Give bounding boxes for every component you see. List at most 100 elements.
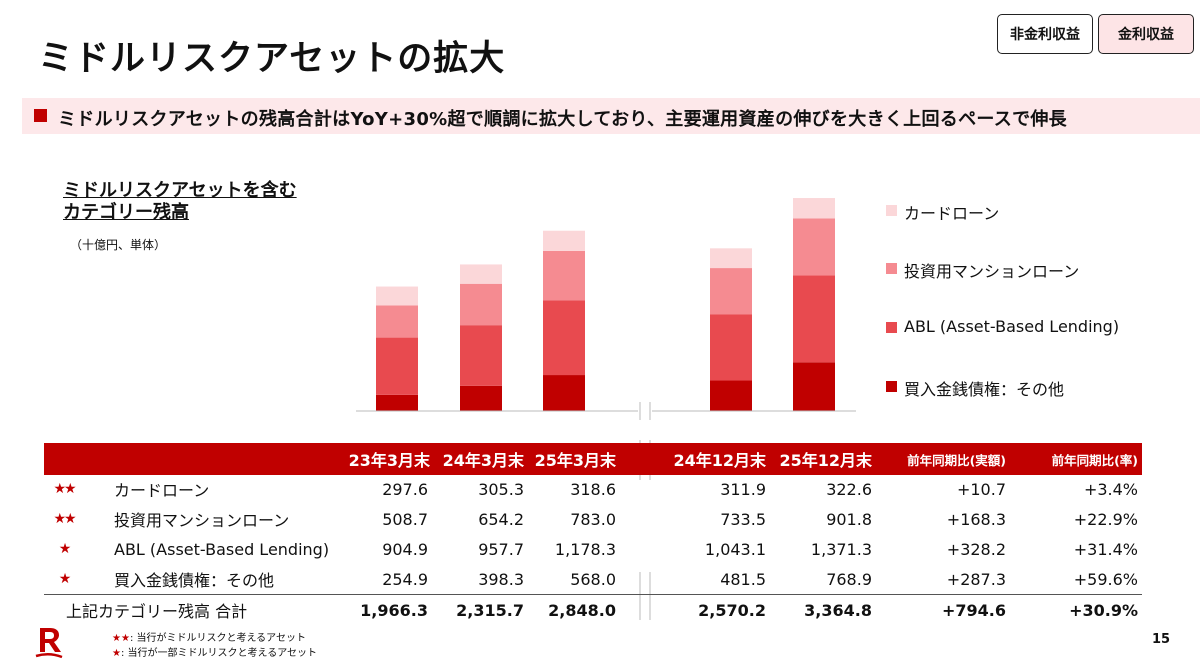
page-number: 15 xyxy=(1152,632,1171,647)
table-row: ★★ 投資用マンションローン 508.7 654.2 783.0 733.5 9… xyxy=(44,504,1142,534)
col-header: 25年12月末 xyxy=(779,451,872,470)
col-header: 24年12月末 xyxy=(673,451,766,470)
table-cell: +10.7 xyxy=(956,479,1006,499)
chart-unit: （十億円、単体） xyxy=(70,238,167,252)
bar-segment xyxy=(710,248,752,269)
table-cell: 398.3 xyxy=(478,569,524,589)
table-cell: 783.0 xyxy=(570,509,616,529)
row-label: 買入金銭債権：その他 xyxy=(114,571,275,590)
chart-title-line-1: ミドルリスクアセットを含む xyxy=(63,180,297,201)
total-cell: 2,848.0 xyxy=(548,600,616,620)
table-cell: 768.9 xyxy=(826,569,872,589)
table-row: ★ 買入金銭債権：その他 254.9 398.3 568.0 481.5 768… xyxy=(44,564,1142,594)
legend-swatch xyxy=(886,205,897,216)
bar-segment xyxy=(460,325,502,386)
star-icon: ★★ xyxy=(112,633,130,644)
summary-text: ミドルリスクアセットの残高合計はYoY+30%超で順調に拡大しており、主要運用資… xyxy=(58,109,1067,130)
table-cell: 568.0 xyxy=(570,569,616,589)
bar-segment xyxy=(376,286,418,306)
bar-segment xyxy=(793,218,835,276)
table-cell: 1,178.3 xyxy=(554,539,616,559)
star-icon: ★★ xyxy=(53,511,76,527)
table-cell: 318.6 xyxy=(570,479,616,499)
table-cell: +59.6% xyxy=(1073,569,1138,589)
table-cell: 508.7 xyxy=(382,509,428,529)
total-cell: +30.9% xyxy=(1069,600,1138,620)
bar-segment xyxy=(460,264,502,284)
chart-title-line-2: カテゴリー残高 xyxy=(63,202,189,223)
bar-segment xyxy=(376,305,418,338)
col-header: 24年3月末 xyxy=(442,451,524,470)
bar-segment xyxy=(710,268,752,315)
bar-segment xyxy=(543,300,585,376)
table-cell: 1,043.1 xyxy=(704,539,766,559)
total-cell: 1,966.3 xyxy=(360,600,428,620)
legend-label: ABL (Asset-Based Lending) xyxy=(904,317,1120,336)
tag-interest-income: 金利収益 xyxy=(1098,14,1194,54)
table-row: ★★ カードローン 297.6 305.3 318.6 311.9 322.6 … xyxy=(44,474,1142,504)
table-cell: 733.5 xyxy=(720,509,766,529)
bar-segment xyxy=(460,283,502,326)
table-cell: 311.9 xyxy=(720,479,766,499)
bar-segment xyxy=(710,380,752,411)
bar-segment xyxy=(460,385,502,411)
table-cell: 254.9 xyxy=(382,569,428,589)
table-cell: +168.3 xyxy=(946,509,1006,529)
footnote-1: ★★: 当行がミドルリスクと考えるアセット xyxy=(112,629,306,644)
bar-segment xyxy=(710,314,752,381)
bar-segment xyxy=(793,275,835,363)
col-header: 23年3月末 xyxy=(348,451,430,470)
table-cell: +31.4% xyxy=(1073,539,1138,559)
table-cell: 957.7 xyxy=(478,539,524,559)
col-header: 25年3月末 xyxy=(534,451,616,470)
row-label: ABL (Asset-Based Lending) xyxy=(114,539,330,559)
bar-segment xyxy=(543,230,585,251)
table-divider xyxy=(44,594,1142,595)
chart-title: ミドルリスクアセットを含む カテゴリー残高 xyxy=(63,180,297,224)
footnote-2: ★: 当行が一部ミドルリスクと考えるアセット xyxy=(112,644,317,659)
table-cell: +287.3 xyxy=(946,569,1006,589)
bar-segment xyxy=(793,198,835,219)
star-icon: ★★ xyxy=(53,481,76,497)
bar-segment xyxy=(543,250,585,301)
table-cell: +3.4% xyxy=(1083,479,1138,499)
rakuten-logo-icon xyxy=(35,628,63,659)
table-cell: 1,371.3 xyxy=(810,539,872,559)
total-label: 上記カテゴリー残高 合計 xyxy=(66,602,248,621)
total-cell: 3,364.8 xyxy=(804,600,872,620)
total-cell: +794.6 xyxy=(941,600,1006,620)
table-cell: 481.5 xyxy=(720,569,766,589)
bar-segment xyxy=(543,375,585,411)
bar-segment xyxy=(793,362,835,411)
legend-swatch xyxy=(886,322,897,333)
table-cell: 904.9 xyxy=(382,539,428,559)
legend-label: 投資用マンションローン xyxy=(904,262,1080,281)
total-cell: 2,570.2 xyxy=(698,600,766,620)
table-cell: 305.3 xyxy=(478,479,524,499)
table-total-row: 上記カテゴリー残高 合計 1,966.3 2,315.7 2,848.0 2,5… xyxy=(44,595,1142,625)
legend-swatch xyxy=(886,381,897,392)
table-cell: 901.8 xyxy=(826,509,872,529)
tag-non-interest-income: 非金利収益 xyxy=(997,14,1093,54)
star-icon: ★ xyxy=(112,648,121,659)
table-header: 23年3月末 24年3月末 25年3月末 24年12月末 25年12月末 前年同… xyxy=(44,443,1142,475)
bullet-square-icon xyxy=(34,109,47,122)
bar-segment xyxy=(376,337,418,395)
legend-swatch xyxy=(886,263,897,274)
summary-banner: ミドルリスクアセットの残高合計はYoY+30%超で順調に拡大しており、主要運用資… xyxy=(22,98,1200,134)
legend-label: 買入金銭債権：その他 xyxy=(904,380,1065,399)
table-cell: +22.9% xyxy=(1073,509,1138,529)
col-header: 前年同期比(率) xyxy=(1051,452,1138,468)
table-cell: 654.2 xyxy=(478,509,524,529)
bar-segment xyxy=(376,394,418,411)
legend-label: カードローン xyxy=(904,204,1000,223)
row-label: カードローン xyxy=(114,481,210,500)
col-header: 前年同期比(実額) xyxy=(907,452,1006,468)
row-label: 投資用マンションローン xyxy=(114,511,290,530)
footnote-text: : 当行が一部ミドルリスクと考えるアセット xyxy=(120,648,318,659)
total-cell: 2,315.7 xyxy=(456,600,524,620)
footnote-text: : 当行がミドルリスクと考えるアセット xyxy=(129,633,306,644)
table-row: ★ ABL (Asset-Based Lending) 904.9 957.7 … xyxy=(44,534,1142,564)
page-title: ミドルリスクアセットの拡大 xyxy=(38,39,506,79)
